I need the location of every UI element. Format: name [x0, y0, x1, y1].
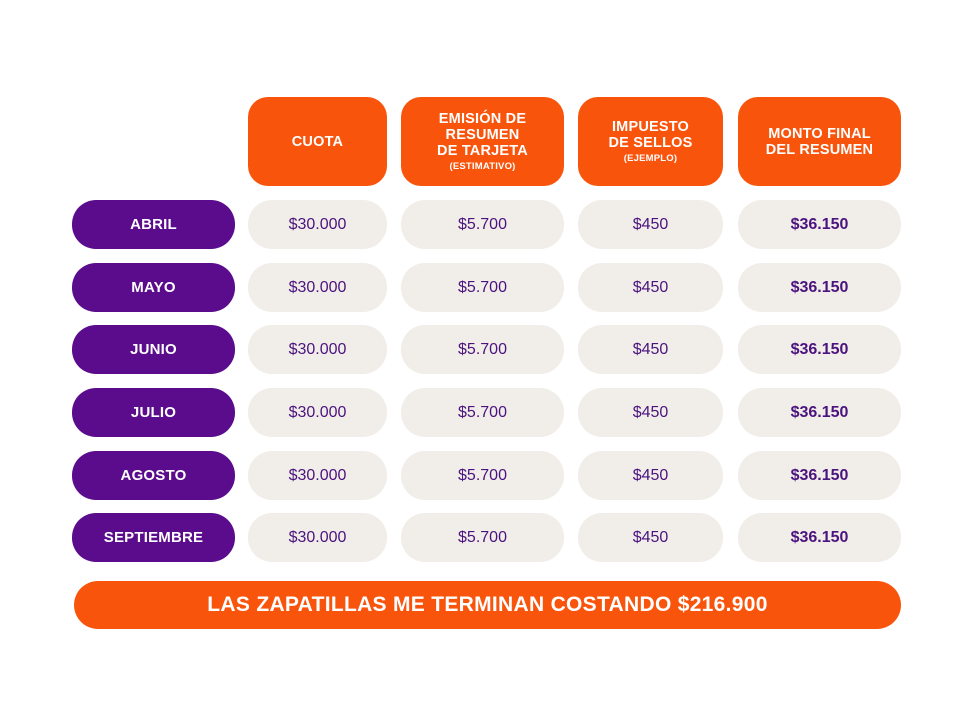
header-impuesto-sub: (EJEMPLO): [623, 152, 678, 164]
header-cuota-line-1: CUOTA: [291, 133, 344, 150]
header-monto: MONTO FINAL DEL RESUMEN: [738, 97, 901, 186]
impuesto-cell: $450: [578, 200, 723, 249]
header-monto-line-2: DEL RESUMEN: [765, 141, 874, 158]
header-emision: EMISIÓN DE RESUMEN DE TARJETA (ESTIMATIV…: [401, 97, 564, 186]
emision-cell: $5.700: [401, 513, 564, 562]
emision-cell: $5.700: [401, 263, 564, 312]
header-emision-sub: (ESTIMATIVO): [449, 160, 516, 172]
month-label: AGOSTO: [72, 451, 235, 500]
cuota-cell: $30.000: [248, 263, 387, 312]
header-impuesto-line-1: IMPUESTO: [611, 118, 690, 135]
cuota-cell: $30.000: [248, 200, 387, 249]
emision-cell: $5.700: [401, 451, 564, 500]
impuesto-cell: $450: [578, 263, 723, 312]
header-emision-line-2: RESUMEN: [445, 126, 520, 143]
monto-cell: $36.150: [738, 263, 901, 312]
header-monto-line-1: MONTO FINAL: [768, 125, 871, 142]
cuota-cell: $30.000: [248, 325, 387, 374]
total-banner: LAS ZAPATILLAS ME TERMINAN COSTANDO $216…: [74, 581, 901, 629]
month-label: MAYO: [72, 263, 235, 312]
header-emision-line-1: EMISIÓN DE: [438, 110, 527, 127]
impuesto-cell: $450: [578, 325, 723, 374]
emision-cell: $5.700: [401, 388, 564, 437]
header-impuesto-line-2: DE SELLOS: [608, 134, 693, 151]
month-label: JULIO: [72, 388, 235, 437]
monto-cell: $36.150: [738, 388, 901, 437]
cuota-cell: $30.000: [248, 513, 387, 562]
monto-cell: $36.150: [738, 451, 901, 500]
header-emision-line-3: DE TARJETA: [437, 142, 528, 159]
impuesto-cell: $450: [578, 451, 723, 500]
cuota-cell: $30.000: [248, 388, 387, 437]
monto-cell: $36.150: [738, 325, 901, 374]
monto-cell: $36.150: [738, 513, 901, 562]
impuesto-cell: $450: [578, 388, 723, 437]
month-label: JUNIO: [72, 325, 235, 374]
month-label: ABRIL: [72, 200, 235, 249]
impuesto-cell: $450: [578, 513, 723, 562]
header-impuesto: IMPUESTO DE SELLOS (EJEMPLO): [578, 97, 723, 186]
emision-cell: $5.700: [401, 325, 564, 374]
emision-cell: $5.700: [401, 200, 564, 249]
monto-cell: $36.150: [738, 200, 901, 249]
month-label: SEPTIEMBRE: [72, 513, 235, 562]
cuota-cell: $30.000: [248, 451, 387, 500]
header-cuota: CUOTA: [248, 97, 387, 186]
